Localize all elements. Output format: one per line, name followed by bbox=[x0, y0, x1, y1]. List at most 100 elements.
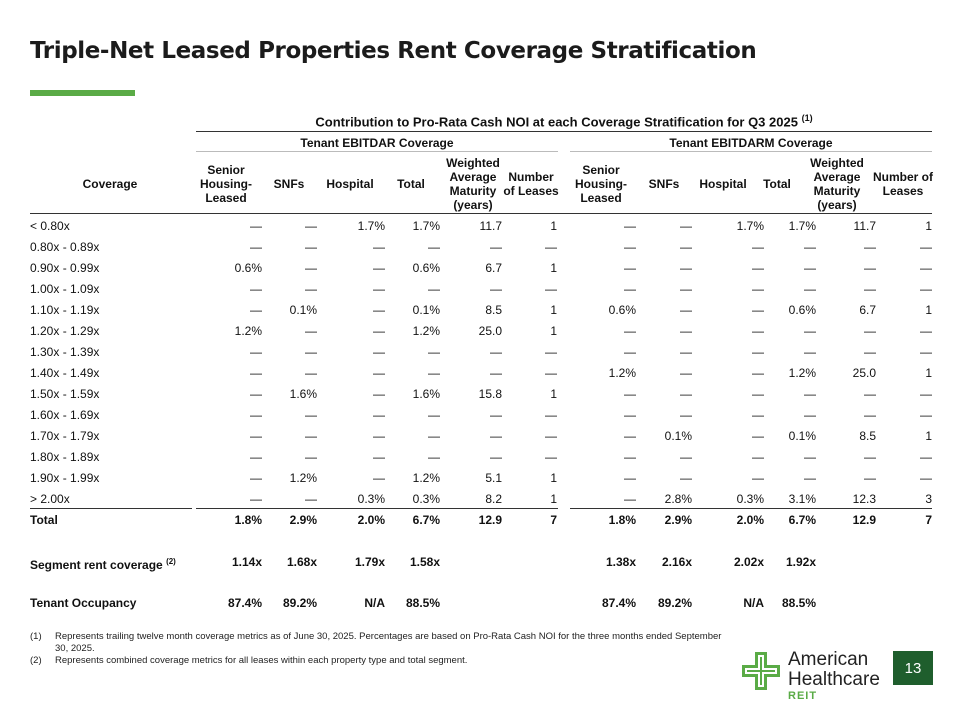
footnote-1: (1) Represents trailing twelve month cov… bbox=[30, 631, 730, 655]
table-cell: 12.3 bbox=[852, 492, 876, 506]
column-header-ebitdar-2: Hospital bbox=[326, 177, 374, 191]
table-cell: — bbox=[373, 345, 385, 359]
segment-coverage-cell: 1.79x bbox=[354, 555, 385, 569]
table-cell: — bbox=[250, 303, 262, 317]
segment-coverage-cell: 1.14x bbox=[231, 555, 262, 569]
table-cell: — bbox=[373, 303, 385, 317]
logo-wordmark: American Healthcare REIT bbox=[788, 650, 908, 703]
table-cell: — bbox=[250, 366, 262, 380]
occupancy-cell: 88.5% bbox=[781, 596, 816, 610]
table-cell: — bbox=[680, 366, 692, 380]
total-rule bbox=[570, 508, 932, 509]
table-cell: — bbox=[864, 240, 876, 254]
total-rule bbox=[196, 508, 558, 509]
table-cell: — bbox=[680, 219, 692, 233]
table-cell: — bbox=[428, 450, 440, 464]
column-header-ebitdar-4: Weighted Average Maturity (years) bbox=[446, 156, 500, 212]
row-label: 0.90x - 0.99x bbox=[30, 261, 100, 275]
table-cell: — bbox=[680, 408, 692, 422]
table-cell: 1 bbox=[925, 366, 932, 380]
table-cell: 25.0 bbox=[478, 324, 502, 338]
table-cell: 1 bbox=[550, 492, 557, 506]
table-cell: — bbox=[920, 408, 932, 422]
table-cell: — bbox=[305, 282, 317, 296]
table-cell: 1 bbox=[550, 219, 557, 233]
table-cell: — bbox=[305, 450, 317, 464]
table-cell: 0.3% bbox=[412, 492, 440, 506]
table-cell: — bbox=[545, 429, 557, 443]
segment-rent-coverage-text: Segment rent coverage bbox=[30, 558, 163, 572]
table-cell: — bbox=[864, 471, 876, 485]
table-cell: — bbox=[305, 429, 317, 443]
table-cell: 0.6% bbox=[788, 303, 816, 317]
table-cell: — bbox=[624, 261, 636, 275]
footnote-1-number: (1) bbox=[30, 631, 42, 642]
table-cell: — bbox=[373, 324, 385, 338]
table-cell: 1.6% bbox=[289, 387, 317, 401]
column-header-ebitdar-3: Total bbox=[397, 177, 425, 191]
total-cell: 7 bbox=[925, 513, 932, 527]
table-cell: — bbox=[250, 282, 262, 296]
table-cell: — bbox=[864, 450, 876, 464]
table-cell: 0.6% bbox=[412, 261, 440, 275]
occupancy-cell: 87.4% bbox=[227, 596, 262, 610]
table-cell: 8.5 bbox=[485, 303, 502, 317]
column-header-ebitdarm-3: Total bbox=[763, 177, 791, 191]
table-cell: — bbox=[920, 345, 932, 359]
table-cell: 1.2% bbox=[608, 366, 636, 380]
table-cell: — bbox=[864, 282, 876, 296]
table-cell: — bbox=[864, 345, 876, 359]
title-accent-bar bbox=[30, 90, 135, 96]
segment-coverage-cell: 1.92x bbox=[785, 555, 816, 569]
group-label-ebitdarm: Tenant EBITDARM Coverage bbox=[669, 136, 833, 150]
table-cell: 3 bbox=[925, 492, 932, 506]
table-cell: — bbox=[490, 429, 502, 443]
table-cell: 1.2% bbox=[289, 471, 317, 485]
table-cell: — bbox=[545, 282, 557, 296]
total-cell: 12.9 bbox=[852, 513, 876, 527]
table-cell: — bbox=[545, 408, 557, 422]
column-header-ebitdarm-0: Senior Housing- Leased bbox=[575, 163, 627, 205]
table-cell: — bbox=[490, 366, 502, 380]
table-cell: — bbox=[490, 282, 502, 296]
table-cell: — bbox=[250, 471, 262, 485]
table-cell: — bbox=[804, 450, 816, 464]
table-cell: — bbox=[624, 345, 636, 359]
column-header-ebitdarm-5: Number of Leases bbox=[873, 170, 933, 198]
column-header-ebitdar-0: Senior Housing- Leased bbox=[200, 163, 252, 205]
table-cell: — bbox=[804, 471, 816, 485]
table-cell: — bbox=[804, 408, 816, 422]
logo-line-reit: REIT bbox=[788, 690, 818, 702]
table-cell: 2.8% bbox=[664, 492, 692, 506]
table-cell: 5.1 bbox=[485, 471, 502, 485]
table-cell: 1 bbox=[925, 429, 932, 443]
table-cell: — bbox=[804, 345, 816, 359]
footnote-1-text: Represents trailing twelve month coverag… bbox=[55, 631, 722, 654]
table-cell: — bbox=[680, 450, 692, 464]
table-cell: 1 bbox=[550, 471, 557, 485]
total-cell: 7 bbox=[550, 513, 557, 527]
table-cell: 1.2% bbox=[234, 324, 262, 338]
segment-rent-coverage-label: Segment rent coverage (2) bbox=[30, 555, 200, 572]
table-cell: 1.7% bbox=[412, 219, 440, 233]
table-cell: 15.8 bbox=[478, 387, 502, 401]
row-label: 1.10x - 1.19x bbox=[30, 303, 100, 317]
table-cell: — bbox=[373, 450, 385, 464]
table-cell: — bbox=[305, 240, 317, 254]
table-cell: — bbox=[752, 450, 764, 464]
group-label-ebitdar: Tenant EBITDAR Coverage bbox=[300, 136, 454, 150]
table-cell: — bbox=[250, 450, 262, 464]
table-cell: — bbox=[305, 492, 317, 506]
table-cell: — bbox=[752, 303, 764, 317]
table-cell: — bbox=[624, 240, 636, 254]
table-cell: — bbox=[864, 408, 876, 422]
table-cell: — bbox=[680, 303, 692, 317]
table-cell: — bbox=[624, 450, 636, 464]
row-label: 1.60x - 1.69x bbox=[30, 408, 100, 422]
logo-line-healthcare: Healthcare bbox=[788, 669, 880, 690]
table-cell: — bbox=[920, 471, 932, 485]
table-cell: — bbox=[752, 366, 764, 380]
table-cell: — bbox=[545, 450, 557, 464]
total-cell: 1.8% bbox=[234, 513, 262, 527]
table-cell: 1 bbox=[550, 303, 557, 317]
